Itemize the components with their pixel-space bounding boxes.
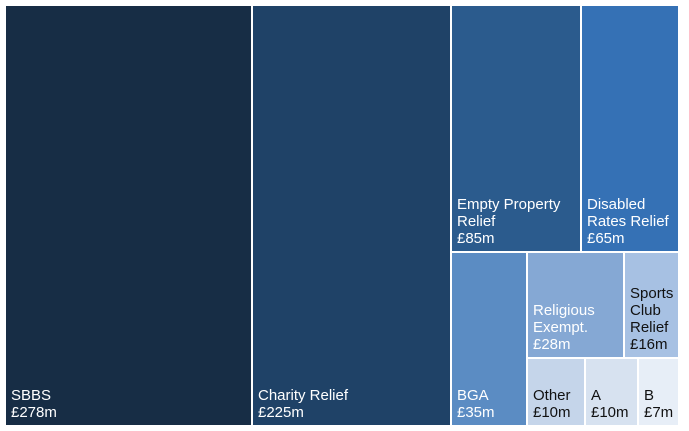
- tile-value-empty-property-relief: £85m: [457, 230, 495, 247]
- tile-b: B £7m: [639, 359, 678, 425]
- tile-name-sports-club-relief-line-3: Relief: [630, 319, 669, 336]
- tile-rect-b: [639, 359, 678, 425]
- tile-label-religious-exempt: Religious Exempt. £28m: [533, 302, 595, 353]
- tile-label-empty-property-relief: Empty Property Relief £85m: [457, 196, 561, 247]
- tile-value-b: £7m: [644, 404, 673, 421]
- tile-value-a: £10m: [591, 404, 629, 421]
- tile-name-empty-property-relief-line-2: Relief: [457, 213, 496, 230]
- tile-sports-club-relief: Sports Club Relief £16m: [625, 253, 678, 357]
- tile-name-empty-property-relief-line-1: Empty Property: [457, 196, 561, 213]
- tile-rect-empty-property-relief: [452, 6, 580, 251]
- tile-label-bga: BGA £35m: [457, 387, 495, 421]
- tile-religious-exempt: Religious Exempt. £28m: [528, 253, 623, 357]
- tile-name-sports-club-relief-line-2: Club: [630, 302, 661, 319]
- tile-name-sbbs-line-1: SBBS: [11, 387, 51, 404]
- tile-rect-bga: [452, 253, 526, 425]
- tile-rect-a: [586, 359, 637, 425]
- tile-value-disabled-rates-relief: £65m: [587, 230, 625, 247]
- tile-name-a-line-1: A: [591, 387, 601, 404]
- tile-name-religious-exempt-line-2: Exempt.: [533, 319, 588, 336]
- tile-a: A £10m: [586, 359, 637, 425]
- tile-other: Other £10m: [528, 359, 584, 425]
- tile-rect-religious-exempt: [528, 253, 623, 357]
- tile-sbbs: SBBS £278m: [6, 6, 251, 425]
- tile-empty-property-relief: Empty Property Relief £85m: [452, 6, 580, 251]
- tile-value-bga: £35m: [457, 404, 495, 421]
- tile-name-disabled-rates-relief-line-1: Disabled: [587, 196, 645, 213]
- tile-rect-charity-relief: [253, 6, 450, 425]
- tile-charity-relief: Charity Relief £225m: [253, 6, 450, 425]
- tile-name-bga-line-1: BGA: [457, 387, 489, 404]
- tile-label-sbbs: SBBS £278m: [11, 387, 57, 421]
- tile-name-disabled-rates-relief-line-2: Rates Relief: [587, 213, 670, 230]
- tile-rect-sports-club-relief: [625, 253, 678, 357]
- tile-label-other: Other £10m: [533, 387, 571, 421]
- tile-value-sbbs: £278m: [11, 404, 57, 421]
- tile-name-sports-club-relief-line-1: Sports: [630, 285, 673, 302]
- tile-disabled-rates-relief: Disabled Rates Relief £65m: [582, 6, 678, 251]
- tile-name-other-line-1: Other: [533, 387, 571, 404]
- tile-name-religious-exempt-line-1: Religious: [533, 302, 595, 319]
- tile-value-other: £10m: [533, 404, 571, 421]
- tile-label-a: A £10m: [591, 387, 629, 421]
- tile-label-charity-relief: Charity Relief £225m: [258, 387, 349, 421]
- tile-bga: BGA £35m: [452, 253, 526, 425]
- tile-rect-sbbs: [6, 6, 251, 425]
- tile-rect-disabled-rates-relief: [582, 6, 678, 251]
- tile-name-charity-relief-line-1: Charity Relief: [258, 387, 349, 404]
- tile-value-religious-exempt: £28m: [533, 336, 571, 353]
- tile-label-b: B £7m: [644, 387, 673, 421]
- tile-name-b-line-1: B: [644, 387, 654, 404]
- tile-label-disabled-rates-relief: Disabled Rates Relief £65m: [587, 196, 670, 247]
- tile-label-sports-club-relief: Sports Club Relief £16m: [630, 285, 673, 353]
- tile-value-sports-club-relief: £16m: [630, 336, 668, 353]
- tile-value-charity-relief: £225m: [258, 404, 304, 421]
- tile-rect-other: [528, 359, 584, 425]
